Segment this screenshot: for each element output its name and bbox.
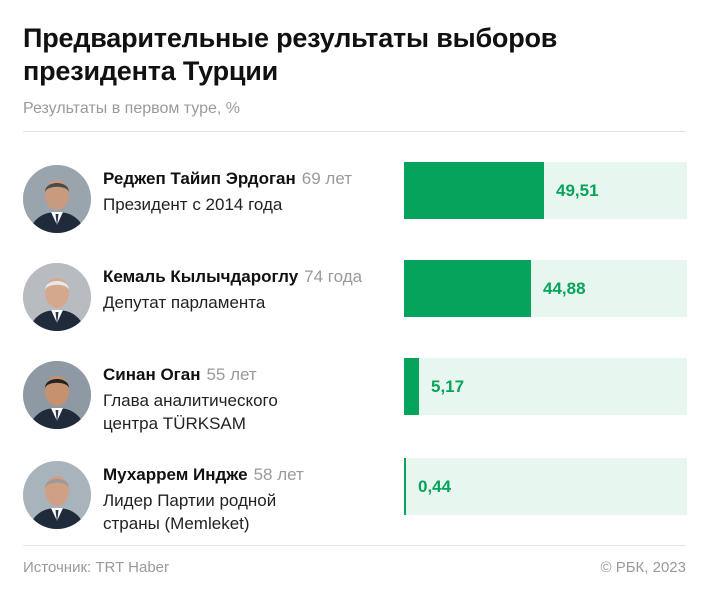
candidate-role: Депутат парламента bbox=[103, 291, 393, 314]
result-value-label: 5,17 bbox=[431, 377, 465, 396]
result-value-label: 49,51 bbox=[556, 181, 599, 200]
candidate-name: Реджеп Тайип Эрдоган bbox=[103, 169, 296, 188]
source-note: Источник: TRT Haber bbox=[23, 559, 170, 576]
top-divider bbox=[23, 131, 686, 132]
candidate-row-ogan: Синан Оган 55 лет Глава аналитического цент… bbox=[23, 356, 687, 433]
candidate-info: Синан Оган 55 лет Глава аналитического цент… bbox=[103, 364, 393, 435]
candidate-age: 69 лет bbox=[301, 169, 353, 188]
candidate-role-line: Глава аналитического bbox=[103, 391, 278, 410]
result-bar-track: 44,88 bbox=[404, 260, 687, 317]
result-bar-ogan bbox=[404, 358, 419, 415]
candidate-name: Мухаррем Индже bbox=[103, 465, 248, 484]
candidate-photo-kilicdaroglu bbox=[23, 263, 91, 331]
candidate-age: 58 лет bbox=[253, 465, 304, 484]
chart-title: Предварительные результаты выборов прези… bbox=[23, 23, 558, 86]
candidate-role: Президент с 2014 года bbox=[103, 193, 393, 216]
result-bar-erdogan bbox=[404, 162, 544, 219]
candidate-row-erdogan: Реджеп Тайип Эрдоган 69 лет Президент с 20… bbox=[23, 160, 687, 233]
bottom-divider bbox=[23, 545, 686, 546]
candidate-role-line: Лидер Партии родной bbox=[103, 491, 277, 510]
result-value-label: 0,44 bbox=[418, 477, 452, 496]
candidate-name-line: Реджеп Тайип Эрдоган 69 лет bbox=[103, 168, 393, 190]
candidate-name-line: Синан Оган 55 лет bbox=[103, 364, 393, 386]
result-bar-track: 5,17 bbox=[404, 358, 687, 415]
candidate-name: Кемаль Кылычдароглу bbox=[103, 267, 299, 286]
candidate-name-line: Кемаль Кылычдароглу 74 года bbox=[103, 266, 393, 288]
candidate-name: Синан Оган bbox=[103, 365, 201, 384]
candidate-role-line: страны (Memleket) bbox=[103, 514, 250, 533]
candidate-role-line: Депутат парламента bbox=[103, 293, 266, 312]
result-bar-kilicdaroglu bbox=[404, 260, 531, 317]
candidate-role: Лидер Партии родной страны (Memleket) bbox=[103, 489, 393, 535]
candidate-age: 55 лет bbox=[206, 365, 257, 384]
copyright-note: © РБК, 2023 bbox=[600, 559, 686, 576]
chart-subtitle: Результаты в первом туре, % bbox=[23, 100, 241, 117]
candidate-photo-erdogan bbox=[23, 165, 91, 233]
candidate-info: Реджеп Тайип Эрдоган 69 лет Президент с 20… bbox=[103, 168, 393, 216]
candidate-row-ince: Мухаррем Индже 58 лет Лидер Партии родной с… bbox=[23, 456, 687, 533]
candidate-info: Мухаррем Индже 58 лет Лидер Партии родной с… bbox=[103, 464, 393, 535]
candidate-role-line: центра TÜRKSAM bbox=[103, 414, 246, 433]
candidate-photo-ogan bbox=[23, 361, 91, 429]
candidate-photo-ince bbox=[23, 461, 91, 529]
candidate-info: Кемаль Кылычдароглу 74 года Депутат парлам… bbox=[103, 266, 393, 314]
result-bar-track: 0,44 bbox=[404, 458, 687, 515]
candidate-role: Глава аналитического центра TÜRKSAM bbox=[103, 389, 393, 435]
candidate-age: 74 года bbox=[304, 267, 363, 286]
candidate-row-kilicdaroglu: Кемаль Кылычдароглу 74 года Депутат парлам… bbox=[23, 258, 687, 331]
candidate-name-line: Мухаррем Индже 58 лет bbox=[103, 464, 393, 486]
result-bar-track: 49,51 bbox=[404, 162, 687, 219]
candidate-role-line: Президент с 2014 года bbox=[103, 195, 283, 214]
result-bar-ince bbox=[404, 458, 406, 515]
result-value-label: 44,88 bbox=[543, 279, 586, 298]
